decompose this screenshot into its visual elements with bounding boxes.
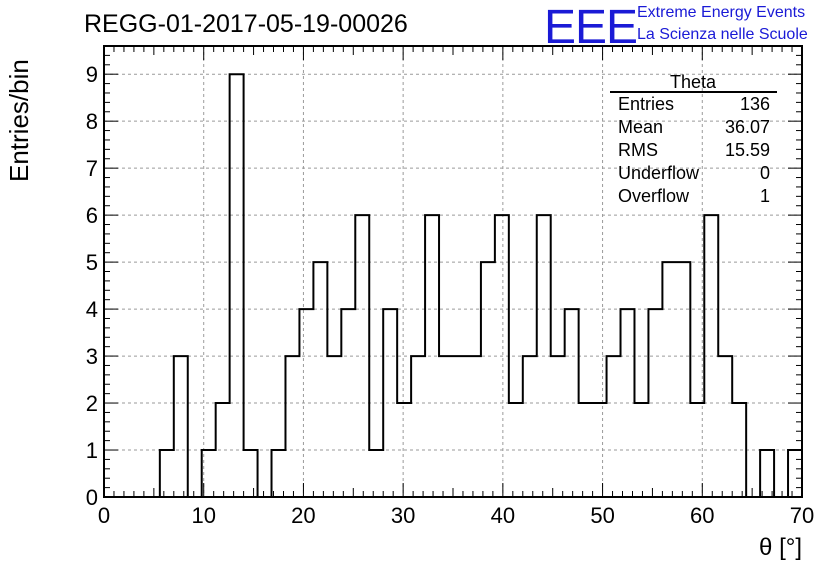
histogram-bin <box>760 450 774 497</box>
histogram-bin <box>439 356 453 497</box>
chart-title: REGG-01-2017-05-19-00026 <box>84 10 408 38</box>
stats-label: Underflow <box>618 163 700 183</box>
histogram-bin <box>593 403 607 497</box>
x-tick-label: 40 <box>491 503 515 528</box>
histogram-bin <box>788 450 802 497</box>
histogram-bin <box>676 262 690 497</box>
histogram-bin <box>397 403 411 497</box>
histogram-bin <box>523 356 537 497</box>
histogram-bin <box>355 215 369 497</box>
histogram-bin <box>634 403 648 497</box>
stats-label: RMS <box>618 140 658 160</box>
histogram-bin <box>425 215 439 497</box>
x-tick-label: 10 <box>191 503 215 528</box>
histogram-bin <box>327 356 341 497</box>
histogram-bin <box>732 403 746 497</box>
x-tick-label: 0 <box>98 503 110 528</box>
x-tick-label: 60 <box>690 503 714 528</box>
y-tick-label: 1 <box>86 438 98 463</box>
histogram-steps <box>104 73 803 498</box>
histogram-bin <box>718 356 732 497</box>
y-tick-label: 7 <box>86 156 98 181</box>
histogram-bin <box>704 215 718 497</box>
x-tick-label: 70 <box>790 503 814 528</box>
y-tick-label: 0 <box>86 485 98 510</box>
y-tick-label: 6 <box>86 203 98 228</box>
histogram-bin <box>537 215 551 497</box>
stats-label: Entries <box>618 94 674 114</box>
histogram-bin <box>662 262 676 497</box>
eee-logo: EEE <box>544 1 638 54</box>
histogram-bin <box>481 262 495 497</box>
histogram-bin <box>621 309 635 497</box>
x-axis-label: θ [°] <box>759 534 802 561</box>
y-tick-label: 3 <box>86 344 98 369</box>
stats-value: 0 <box>760 163 770 183</box>
histogram-bin <box>216 403 230 497</box>
histogram-bin <box>453 356 467 497</box>
histogram-bin <box>230 74 244 497</box>
histogram-bin <box>174 356 188 497</box>
stats-label: Overflow <box>618 186 690 206</box>
stats-value: 1 <box>760 186 770 206</box>
y-tick-label: 5 <box>86 250 98 275</box>
histogram-bin <box>607 356 621 497</box>
x-tick-label: 50 <box>590 503 614 528</box>
stats-value: 36.07 <box>725 117 770 137</box>
histogram-bin <box>467 356 481 497</box>
stats-value: 15.59 <box>725 140 770 160</box>
histogram-bin <box>341 309 355 497</box>
histogram-bin <box>299 309 313 497</box>
y-axis-label: Entries/bin <box>4 59 34 182</box>
histogram-bin <box>369 450 383 497</box>
stats-label: Mean <box>618 117 663 137</box>
histogram-bin <box>383 309 397 497</box>
histogram-bin <box>411 356 425 497</box>
y-tick-label: 9 <box>86 62 98 87</box>
y-tick-label: 8 <box>86 109 98 134</box>
histogram-bin <box>509 403 523 497</box>
stats-box-title: Theta <box>670 72 717 92</box>
y-tick-label: 2 <box>86 391 98 416</box>
histogram-bin <box>690 403 704 497</box>
histogram-bin <box>244 450 258 497</box>
histogram-bin <box>579 403 593 497</box>
logo-line-2: La Scienza nelle Scuole <box>637 26 808 43</box>
y-tick-label: 4 <box>86 297 98 322</box>
x-tick-label: 20 <box>291 503 315 528</box>
histogram-bin <box>272 450 286 497</box>
histogram-bin <box>495 215 509 497</box>
histogram-bin <box>160 450 174 497</box>
histogram-bin <box>565 309 579 497</box>
x-tick-label: 30 <box>391 503 415 528</box>
histogram-bin <box>313 262 327 497</box>
histogram-bin <box>648 309 662 497</box>
logo-line-1: Extreme Energy Events <box>637 4 806 21</box>
stats-value: 136 <box>740 94 770 114</box>
histogram-bin <box>551 356 565 497</box>
histogram-bin <box>285 356 299 497</box>
